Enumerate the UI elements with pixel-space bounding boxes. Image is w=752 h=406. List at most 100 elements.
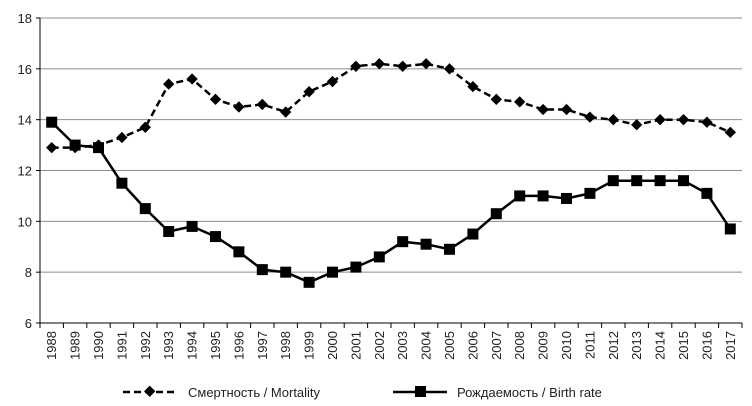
data-point-birth-rate	[233, 246, 245, 258]
x-tick-label-2005: 2005	[442, 331, 457, 360]
y-tick-label-16: 16	[18, 62, 32, 77]
data-point-birth-rate	[327, 266, 338, 278]
x-tick-label-2008: 2008	[512, 331, 527, 360]
y-tick-label-12: 12	[18, 164, 32, 179]
x-tick-label-2013: 2013	[629, 331, 644, 360]
data-point-mortality	[677, 114, 690, 126]
x-tick-label-2001: 2001	[348, 331, 363, 360]
data-point-mortality	[490, 93, 502, 105]
y-tick-label-6: 6	[25, 316, 32, 331]
data-point-birth-rate	[139, 203, 151, 215]
series-lines	[46, 58, 736, 288]
data-point-birth-rate	[280, 266, 292, 278]
legend-marker-mortality	[144, 385, 156, 397]
data-point-mortality	[607, 114, 619, 126]
data-point-mortality	[701, 116, 713, 128]
data-point-mortality	[46, 141, 58, 154]
y-tick-labels: 6 8 10 12 14 16 18	[18, 11, 32, 331]
data-point-birth-rate	[163, 226, 175, 237]
data-point-mortality	[163, 78, 175, 90]
x-tick-label-1990: 1990	[91, 331, 106, 360]
data-point-birth-rate	[69, 139, 81, 151]
data-point-birth-rate	[116, 177, 128, 189]
x-tick-label-2004: 2004	[419, 331, 434, 360]
data-point-mortality	[139, 121, 151, 133]
x-tick-label-1995: 1995	[208, 331, 223, 360]
x-tick-label-2012: 2012	[606, 331, 621, 360]
data-point-birth-rate	[514, 190, 526, 202]
data-point-mortality	[560, 103, 573, 116]
data-point-birth-rate	[584, 187, 596, 199]
data-point-birth-rate	[256, 264, 268, 276]
legend-marker-birth-rate	[415, 386, 426, 397]
data-point-mortality	[116, 131, 128, 144]
data-point-birth-rate	[397, 236, 409, 248]
data-point-birth-rate	[490, 208, 502, 220]
data-point-mortality	[443, 63, 456, 75]
x-tick-label-1989: 1989	[68, 331, 83, 360]
y-tick-label-8: 8	[25, 265, 32, 280]
x-tick-label-2015: 2015	[676, 331, 691, 360]
data-point-mortality	[233, 101, 245, 113]
data-point-birth-rate	[373, 251, 385, 263]
x-tick-label-2006: 2006	[465, 331, 480, 360]
legend: Смертность / Mortality Рождаемость / Bir…	[123, 385, 602, 400]
data-point-mortality	[654, 114, 666, 126]
data-point-mortality	[256, 98, 268, 111]
data-point-birth-rate	[210, 231, 221, 243]
data-point-birth-rate	[46, 116, 58, 128]
data-point-mortality	[186, 73, 198, 85]
legend-item-mortality: Смертность / Mortality	[123, 385, 321, 400]
data-point-mortality	[631, 119, 643, 131]
x-tick-label-2016: 2016	[699, 331, 714, 360]
data-point-birth-rate	[678, 175, 689, 187]
data-point-mortality	[584, 111, 596, 123]
x-tick-label-1999: 1999	[302, 331, 317, 360]
x-tick-label-2007: 2007	[489, 331, 504, 360]
y-tick-label-14: 14	[18, 113, 32, 128]
data-point-birth-rate	[93, 142, 104, 154]
x-tick-label-1994: 1994	[185, 331, 200, 360]
data-point-mortality	[537, 103, 549, 116]
legend-label-birth-rate: Рождаемость / Birth rate	[457, 385, 602, 400]
legend-label-mortality: Смертность / Mortality	[188, 385, 321, 400]
x-tick-label-2002: 2002	[372, 331, 387, 360]
x-tick-label-2017: 2017	[723, 331, 738, 360]
series-line-birth-rate	[50, 121, 732, 284]
data-point-mortality	[724, 126, 736, 139]
data-point-birth-rate	[654, 175, 666, 187]
data-point-mortality	[397, 60, 409, 72]
data-point-birth-rate	[420, 238, 432, 250]
data-point-birth-rate	[186, 220, 198, 232]
legend-item-birth-rate: Рождаемость / Birth rate	[393, 385, 602, 400]
x-tick-label-2010: 2010	[559, 331, 574, 360]
series-birth-rate	[46, 116, 736, 288]
data-point-birth-rate	[467, 228, 479, 240]
gridlines	[40, 17, 742, 273]
data-point-birth-rate	[631, 175, 643, 187]
x-tick-label-1997: 1997	[255, 331, 270, 360]
data-point-mortality	[373, 58, 385, 70]
x-tick-label-1988: 1988	[44, 331, 59, 360]
x-tick-label-2009: 2009	[536, 331, 551, 360]
data-point-birth-rate	[350, 261, 362, 273]
y-tick-label-18: 18	[18, 11, 32, 26]
data-point-mortality	[209, 93, 222, 105]
x-tick-label-2003: 2003	[395, 331, 410, 360]
x-tick-label-1998: 1998	[278, 331, 293, 360]
x-tick-label-2000: 2000	[325, 331, 340, 360]
x-tick-label-1992: 1992	[138, 331, 153, 360]
data-point-birth-rate	[537, 190, 549, 202]
x-tick-label-1996: 1996	[231, 331, 246, 360]
data-point-birth-rate	[724, 223, 736, 235]
data-point-birth-rate	[607, 175, 619, 187]
x-tick-label-2011: 2011	[582, 331, 597, 359]
series-mortality	[46, 58, 736, 154]
series-line-mortality	[51, 62, 731, 149]
y-tick-label-10: 10	[18, 214, 32, 229]
data-point-birth-rate	[701, 187, 713, 199]
data-point-mortality	[420, 58, 432, 70]
x-tick-label-1993: 1993	[161, 331, 176, 360]
data-point-mortality	[514, 96, 526, 108]
